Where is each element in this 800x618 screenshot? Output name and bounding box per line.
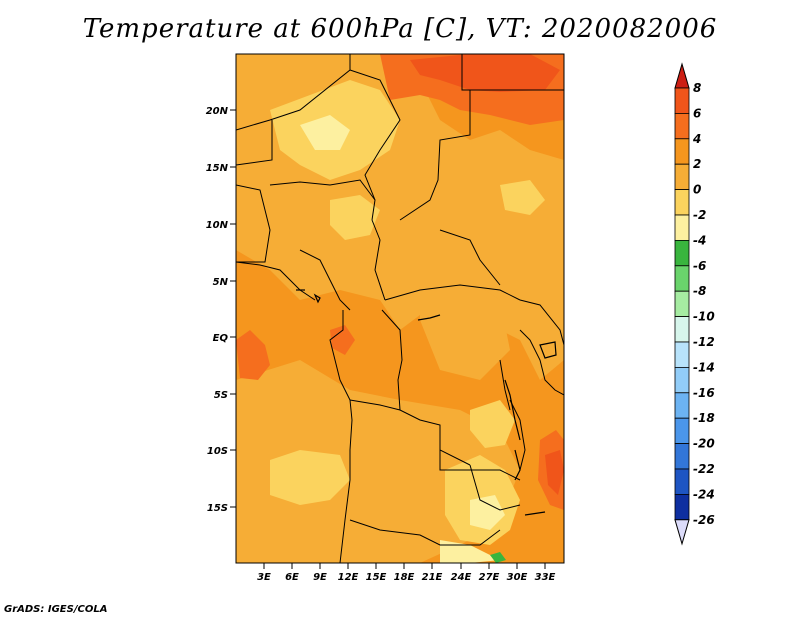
colorbar-label: 6 — [693, 106, 701, 120]
map-fill-region — [236, 330, 270, 380]
map-title: Temperature at 600hPa [C], VT: 202008200… — [82, 14, 718, 44]
lakes — [296, 289, 557, 516]
colorbar-label: 4 — [692, 132, 701, 146]
colorbar-segment — [674, 341, 690, 368]
colorbar-segment — [674, 189, 690, 216]
lon-tick-label: 6E — [285, 572, 299, 583]
colorbar-top-arrow — [674, 62, 690, 89]
colorbar-segment — [674, 138, 690, 165]
lon-tick-label: 30E — [507, 572, 528, 583]
map-fill-region — [410, 54, 560, 92]
colorbar-label: 0 — [693, 183, 701, 197]
map-fill-region — [470, 400, 515, 448]
colorbar-segment — [674, 392, 690, 419]
lon-tick-label: 24E — [451, 572, 472, 583]
lon-tick-label: 9E — [313, 572, 327, 583]
colorbar-label: -24 — [693, 487, 715, 501]
longitude-axis: 3E 6E 9E 12E 15E 18E 21E 24E 27E 30E 33E — [257, 563, 556, 583]
credit-label: GrADS: IGES/COLA — [4, 604, 108, 615]
colorbar-segment — [674, 113, 690, 140]
lat-tick-label: 20N — [206, 106, 229, 117]
country-borders — [236, 54, 564, 563]
colorbar-label: -22 — [693, 462, 715, 476]
lat-tick-label: 10S — [207, 446, 228, 457]
colorbar-label: -10 — [693, 310, 715, 324]
map-fill-region — [420, 270, 510, 380]
colorbar-label: -12 — [693, 335, 715, 349]
colorbar-label: -6 — [693, 259, 706, 273]
map-fill-region — [500, 180, 545, 215]
colorbar-label: -26 — [693, 513, 715, 527]
colorbar-segment — [674, 417, 690, 445]
map-fill-region — [545, 450, 564, 495]
map-fill-region — [440, 540, 500, 563]
map-fill-region — [330, 325, 355, 355]
colorbar-label: 2 — [693, 157, 701, 171]
colorbar-segment — [674, 87, 690, 114]
colorbar-segment — [674, 290, 690, 318]
colorbar-segment — [674, 468, 690, 495]
colorbar-segment — [674, 239, 690, 267]
colorbar-segment — [674, 443, 690, 470]
colorbar-label: -2 — [693, 208, 706, 222]
colorbar-label: -4 — [693, 233, 706, 247]
lon-tick-label: 33E — [535, 572, 556, 583]
lon-tick-label: 12E — [338, 572, 359, 583]
lat-tick-label: 5S — [214, 390, 228, 401]
colorbar: 8 6 4 2 0 -2 -4 -6 -8 -10 -12 -14 -16 -18 -20 -22 -24 -26 — [674, 62, 715, 546]
colorbar-label: -18 — [693, 411, 715, 425]
map-frame — [235, 53, 565, 564]
lon-tick-label: 21E — [422, 572, 443, 583]
map-fill-region — [490, 552, 506, 563]
colorbar-label: 8 — [693, 81, 701, 95]
temperature-map — [236, 54, 564, 563]
map-fill-region — [300, 115, 350, 150]
lon-tick-label: 3E — [257, 572, 271, 583]
lat-tick-label: 15N — [206, 163, 229, 174]
colorbar-label: -16 — [693, 386, 715, 400]
map-fill-region — [330, 195, 380, 240]
colorbar-segment — [674, 493, 690, 521]
colorbar-bottom-arrow — [674, 519, 690, 546]
colorbar-label: -14 — [693, 360, 715, 374]
latitude-axis: 20N 15N 10N 5N EQ 5S 10S 15S — [206, 106, 236, 514]
map-fill-region — [270, 450, 350, 505]
colorbar-segment — [674, 163, 690, 190]
colorbar-segment — [674, 265, 690, 292]
lon-tick-label: 15E — [366, 572, 387, 583]
lat-tick-label: 10N — [206, 220, 229, 231]
colorbar-segment — [674, 316, 690, 343]
colorbar-segment — [674, 366, 690, 394]
map-fill-region — [470, 495, 505, 530]
lon-tick-label: 18E — [394, 572, 415, 583]
lat-tick-label: 5N — [213, 277, 229, 288]
lat-tick-label: 15S — [207, 503, 228, 514]
lon-tick-label: 27E — [479, 572, 500, 583]
colorbar-segment — [674, 214, 690, 241]
colorbar-label: -8 — [693, 284, 706, 298]
colorbar-label: -20 — [693, 437, 715, 451]
lat-tick-label: EQ — [213, 333, 229, 344]
